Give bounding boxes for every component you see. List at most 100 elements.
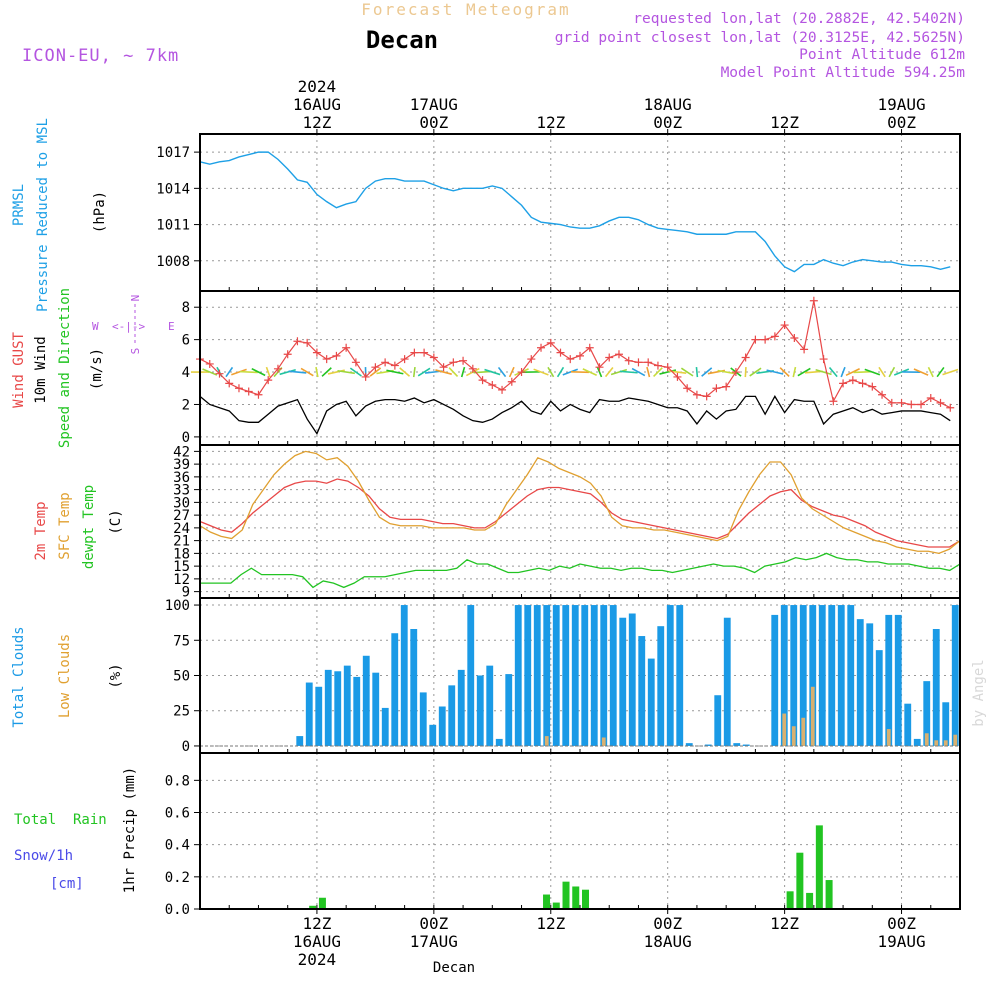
dewpt-line (200, 552, 961, 589)
total-cloud-bar (647, 658, 655, 746)
total-cloud-bar (704, 744, 712, 746)
gust-line (199, 300, 951, 409)
gust-marker (488, 381, 497, 390)
gust-marker (614, 350, 623, 359)
total-cloud-bar (790, 605, 798, 746)
gust-marker (761, 335, 770, 344)
y-tick-label: 100 (165, 598, 190, 614)
y-tick-label: 18 (173, 546, 190, 562)
total-cloud-bar (457, 669, 465, 746)
total-cloud-bar (866, 623, 874, 746)
y-tick-label: 0 (182, 430, 190, 446)
total-cloud-bar (562, 605, 570, 746)
wind-direction-arrow (927, 366, 934, 378)
y-tick-label: 9 (182, 585, 190, 601)
wind-direction-arrow (265, 366, 271, 378)
gust-marker (546, 338, 555, 347)
wind-direction-arrow (288, 370, 307, 374)
total-cloud-bar (552, 605, 560, 746)
low-clouds-label: Low Clouds (57, 634, 73, 718)
temp-unit: (C) (108, 509, 124, 534)
total-cloud-bar (657, 626, 665, 746)
gust-marker (576, 351, 584, 360)
total-cloud-bar (809, 605, 817, 746)
wind-direction-arrow (610, 368, 628, 376)
total-cloud-bar (571, 605, 579, 746)
gust-marker (283, 350, 292, 359)
gust-marker (605, 353, 614, 362)
gust-marker (361, 372, 370, 381)
wind-direction-arrow (815, 368, 832, 376)
gust-marker (809, 296, 818, 305)
wind-direction-arrow (497, 366, 507, 378)
x-label-top: 19AUG (877, 95, 925, 114)
gust-marker (244, 387, 253, 396)
wind-direction-arrow (942, 368, 959, 376)
x-label-bottom: 2024 (298, 950, 337, 969)
rain-bar (582, 889, 589, 909)
gust-marker (556, 348, 565, 357)
model-altitude: Model Point Altitude 594.25m (721, 65, 966, 81)
gust-marker (595, 363, 604, 372)
x-label-top: 00Z (887, 113, 916, 132)
wind-direction-arrow (231, 368, 247, 376)
gust-marker (429, 353, 438, 362)
gust-marker (332, 351, 341, 360)
wind-labels: Wind GUST 10m Wind Speed and Direction (… (11, 288, 105, 448)
precip-axis-label: 1hr Precip (mm) (122, 767, 138, 893)
rain-bar (562, 881, 570, 909)
total-cloud-bar (372, 672, 380, 746)
y-tick-label: 1008 (156, 254, 190, 270)
wind-direction-arrow (797, 367, 811, 377)
wind-direction-arrow (321, 367, 332, 377)
x-label-top: 00Z (653, 113, 682, 132)
wind-direction-arrow (913, 368, 929, 376)
sfc-temp-label: SFC Temp (57, 492, 73, 559)
total-cloud-bar (856, 619, 864, 746)
wind-direction-arrow (279, 369, 296, 376)
total-cloud-bar (467, 605, 475, 746)
dewpt-label: dewpt Temp (81, 485, 97, 569)
low-cloud-bar (943, 740, 948, 746)
y-tick-label: 0 (182, 739, 190, 755)
gust-marker (507, 377, 516, 386)
y-tick-label: 30 (173, 495, 190, 511)
wind-direction-arrow (533, 368, 549, 376)
gust-marker (790, 334, 799, 343)
gust-marker (215, 369, 224, 378)
y-tick-label: 42 (173, 444, 190, 460)
total-cloud-bar (543, 605, 551, 746)
gust-marker (868, 382, 877, 391)
temp-label: 2m Temp (33, 501, 49, 560)
wind-direction-arrow (717, 369, 735, 375)
gust-marker (400, 355, 409, 364)
wind-direction-arrow (845, 368, 860, 377)
wind-direction-arrow (369, 367, 382, 377)
gust-marker (653, 361, 662, 370)
wind-direction-arrow (680, 367, 694, 377)
wind-direction-arrow (562, 368, 578, 376)
x-label-top: 17AUG (410, 95, 458, 114)
low-cloud-bar (886, 729, 891, 746)
wind-direction-arrow (582, 368, 597, 376)
y-tick-label: 21 (173, 534, 190, 550)
x-label-bottom: 12Z (536, 914, 565, 933)
gust-marker (381, 358, 390, 367)
panel-frame (199, 290, 961, 446)
gust-marker (839, 379, 848, 388)
compass: W <-|-> E N S (92, 295, 175, 355)
gust-marker (303, 338, 312, 347)
footer-location: Decan (433, 960, 475, 976)
gust-marker (624, 356, 633, 365)
compass-arrows: <-|-> (112, 320, 145, 333)
gust-marker (225, 379, 234, 388)
wind-direction-arrow (300, 367, 314, 377)
precip-labels: Total Rain Snow/1h [cm] 1hr Precip (mm) (14, 767, 138, 893)
low-cloud-bar (782, 713, 787, 746)
total-cloud-bar (685, 743, 693, 746)
wind-direction-arrow (225, 366, 234, 378)
gust-marker (858, 379, 867, 388)
gust-marker (478, 376, 487, 385)
x-label-bottom: 19AUG (877, 932, 925, 951)
gust-marker (926, 393, 935, 402)
